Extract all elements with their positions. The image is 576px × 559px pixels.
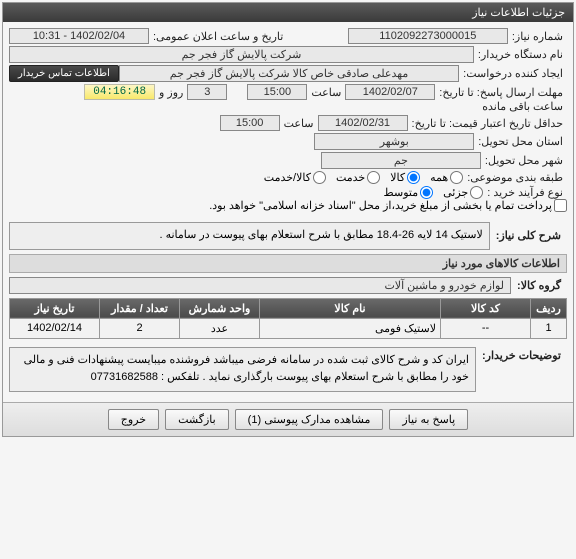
cat-goods[interactable]: کالا bbox=[390, 171, 420, 184]
group-label: گروه کالا: bbox=[511, 275, 567, 296]
cell-4: 2 bbox=[100, 318, 180, 338]
cell-1: -- bbox=[441, 318, 531, 338]
buyer-note-box: ایران کد و شرح کالای ثبت شده در سامانه ف… bbox=[9, 347, 476, 392]
bt-mid[interactable]: متوسط bbox=[384, 186, 434, 199]
announce-field: 1402/02/04 - 10:31 bbox=[9, 28, 149, 44]
cat-all-label: همه bbox=[430, 171, 448, 184]
group-field: لوازم خودرو و ماشین آلات bbox=[9, 277, 511, 294]
days-label: روز و bbox=[155, 86, 187, 99]
col-2: نام کالا bbox=[260, 298, 441, 318]
deadline-label: مهلت ارسال پاسخ: تا تاریخ: bbox=[435, 86, 567, 99]
cat-service-radio[interactable] bbox=[367, 171, 380, 184]
cat-goods-service[interactable]: کالا/خدمت bbox=[264, 171, 326, 184]
validity-time-field: 15:00 bbox=[220, 115, 280, 131]
announce-label: تاریخ و ساعت اعلان عمومی: bbox=[149, 30, 287, 43]
pay-note-check[interactable]: پرداخت تمام یا بخشی از مبلغ خرید،از محل … bbox=[209, 199, 567, 212]
validity-label: حداقل تاریخ اعتبار قیمت: تا تاریخ: bbox=[408, 117, 567, 130]
buy-type-label: نوع فرآیند خرید : bbox=[483, 186, 567, 199]
row-buyer: نام دستگاه خریدار: شرکت پالایش گاز فجر ج… bbox=[9, 46, 567, 63]
contact-button[interactable]: اطلاعات تماس خریدار bbox=[9, 65, 119, 82]
buy-type-radios: جزئی متوسط bbox=[384, 186, 484, 199]
city-field: جم bbox=[321, 152, 481, 169]
row-state: استان محل تحویل: بوشهر bbox=[9, 133, 567, 150]
buyer-label: نام دستگاه خریدار: bbox=[474, 48, 567, 61]
need-title-box: لاستیک 14 لایه 26-18.4 مطابق با شرح استع… bbox=[9, 222, 490, 250]
cell-0: 1 bbox=[531, 318, 567, 338]
cat-all[interactable]: همه bbox=[430, 171, 463, 184]
row-buyer-note: توضیحات خریدار: ایران کد و شرح کالای ثبت… bbox=[9, 343, 567, 396]
buyer-note-label: توضیحات خریدار: bbox=[476, 343, 567, 366]
panel-title: جزئیات اطلاعات نیاز bbox=[3, 3, 573, 22]
need-no-label: شماره نیاز: bbox=[508, 30, 567, 43]
bt-partial-radio[interactable] bbox=[470, 186, 483, 199]
pay-note-text: پرداخت تمام یا بخشی از مبلغ خرید،از محل … bbox=[209, 199, 552, 212]
row-need-title: شرح کلی نیاز: لاستیک 14 لایه 26-18.4 مطا… bbox=[9, 222, 567, 250]
state-label: استان محل تحویل: bbox=[474, 135, 567, 148]
details-panel: جزئیات اطلاعات نیاز شماره نیاز: 11020922… bbox=[2, 2, 574, 437]
deadline-time-field: 15:00 bbox=[247, 84, 307, 100]
validity-date-field: 1402/02/31 bbox=[318, 115, 408, 131]
row-validity: حداقل تاریخ اعتبار قیمت: تا تاریخ: 1402/… bbox=[9, 115, 567, 131]
row-requester: ایجاد کننده درخواست: مهدعلی صادقی خاص کا… bbox=[9, 65, 567, 82]
footer-buttons: پاسخ به نیاز مشاهده مدارک پیوستی (1) باز… bbox=[3, 402, 573, 436]
col-3: واحد شمارش bbox=[180, 298, 260, 318]
col-5: تاریخ نیاز bbox=[10, 298, 100, 318]
items-table: ردیف کد کالا نام کالا واحد شمارش تعداد /… bbox=[9, 298, 567, 339]
requester-field: مهدعلی صادقی خاص کالا شرکت پالایش گاز فج… bbox=[119, 65, 459, 82]
exit-button[interactable]: خروج bbox=[108, 409, 159, 430]
days-field: 3 bbox=[187, 84, 227, 100]
bt-partial[interactable]: جزئی bbox=[443, 186, 483, 199]
row-deadline: مهلت ارسال پاسخ: تا تاریخ: 1402/02/07 سا… bbox=[9, 84, 567, 113]
bt-mid-label: متوسط bbox=[384, 186, 419, 199]
panel-body: شماره نیاز: 1102092273000015 تاریخ و ساع… bbox=[3, 22, 573, 402]
reply-button[interactable]: پاسخ به نیاز bbox=[389, 409, 468, 430]
cat-goods-label: کالا bbox=[390, 171, 405, 184]
attachments-button[interactable]: مشاهده مدارک پیوستی (1) bbox=[235, 409, 384, 430]
category-label: طبقه بندی موضوعی: bbox=[463, 171, 567, 184]
cell-5: 1402/02/14 bbox=[10, 318, 100, 338]
cat-gs-label: کالا/خدمت bbox=[264, 171, 311, 184]
cell-3: عدد bbox=[180, 318, 260, 338]
row-need-no: شماره نیاز: 1102092273000015 تاریخ و ساع… bbox=[9, 28, 567, 44]
row-category: طبقه بندی موضوعی: همه کالا خدمت کالا/خدم… bbox=[9, 171, 567, 184]
city-label: شهر محل تحویل: bbox=[481, 154, 567, 167]
cat-service-label: خدمت bbox=[336, 171, 365, 184]
bt-mid-radio[interactable] bbox=[420, 186, 433, 199]
buyer-field: شرکت پالایش گاز فجر جم bbox=[9, 46, 474, 63]
back-button[interactable]: بازگشت bbox=[165, 409, 229, 430]
cat-all-radio[interactable] bbox=[450, 171, 463, 184]
remain-label: ساعت باقی مانده bbox=[478, 100, 567, 113]
state-field: بوشهر bbox=[314, 133, 474, 150]
col-1: کد کالا bbox=[441, 298, 531, 318]
table-header-row: ردیف کد کالا نام کالا واحد شمارش تعداد /… bbox=[10, 298, 567, 318]
need-title-label: شرح کلی نیاز: bbox=[490, 225, 567, 246]
category-radios: همه کالا خدمت کالا/خدمت bbox=[264, 171, 463, 184]
items-header: اطلاعات کالاهای مورد نیاز bbox=[9, 254, 567, 273]
table-row: 1 -- لاستیک فومی عدد 2 1402/02/14 bbox=[10, 318, 567, 338]
pay-note-checkbox[interactable] bbox=[554, 199, 567, 212]
row-group: گروه کالا: لوازم خودرو و ماشین آلات bbox=[9, 275, 567, 296]
cat-service[interactable]: خدمت bbox=[336, 171, 380, 184]
requester-label: ایجاد کننده درخواست: bbox=[459, 67, 567, 80]
cell-2: لاستیک فومی bbox=[260, 318, 441, 338]
cat-goods-radio[interactable] bbox=[407, 171, 420, 184]
row-buy-type: نوع فرآیند خرید : جزئی متوسط پرداخت تمام… bbox=[9, 186, 567, 212]
deadline-date-field: 1402/02/07 bbox=[345, 84, 435, 100]
col-4: تعداد / مقدار bbox=[100, 298, 180, 318]
need-no-field: 1102092273000015 bbox=[348, 28, 508, 44]
cat-gs-radio[interactable] bbox=[313, 171, 326, 184]
bt-partial-label: جزئی bbox=[443, 186, 468, 199]
row-city: شهر محل تحویل: جم bbox=[9, 152, 567, 169]
col-0: ردیف bbox=[531, 298, 567, 318]
countdown-field: 04:16:48 bbox=[84, 84, 155, 100]
time-label-1: ساعت bbox=[307, 86, 345, 99]
time-label-2: ساعت bbox=[280, 117, 318, 130]
